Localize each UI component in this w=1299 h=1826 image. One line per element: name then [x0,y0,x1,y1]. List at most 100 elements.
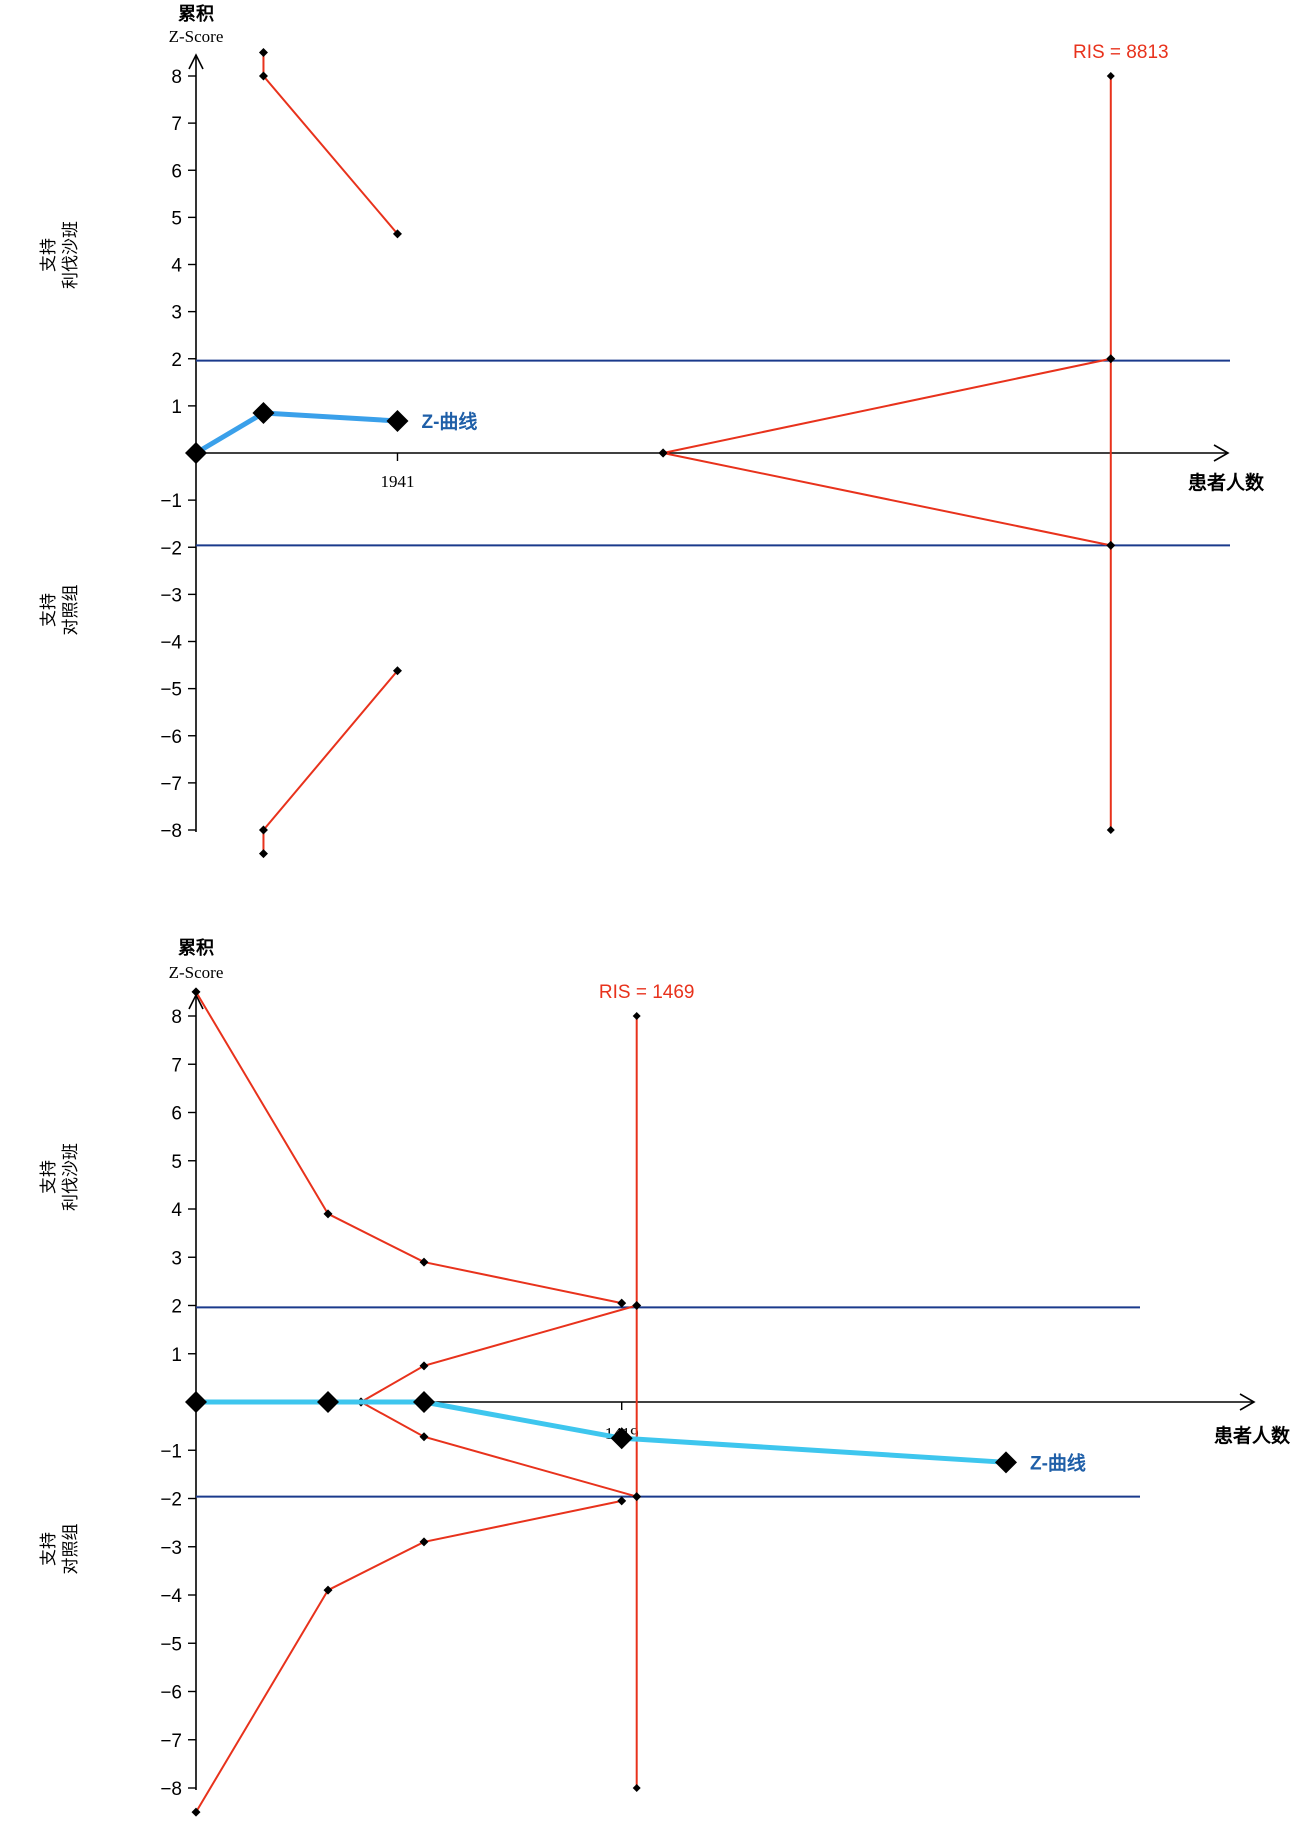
z-curve-label: Z-曲线 [1030,1451,1086,1474]
monitoring-boundary-lower-point [258,825,268,835]
y-tick-label: −8 [160,821,182,842]
futility-boundary-upper-point [1106,354,1116,364]
y-tick-label: 6 [171,161,182,182]
y-tick-label: 6 [171,1104,182,1125]
monitoring-boundary-upper-point [258,71,268,81]
side-label-favours-rivaroxaban-line1: 支持 [39,238,58,272]
side-label-favours-rivaroxaban-line1: 支持 [39,1160,58,1194]
x-axis-label: 患者人数 [1214,1424,1291,1447]
side-label-favours-control-line1: 支持 [39,1532,58,1566]
z-curve-point [995,1451,1017,1474]
y-tick-label: 3 [171,1248,182,1269]
y-axis-arrow [188,53,204,70]
side-label-favours-rivaroxaban-line2: 利伐沙班 [61,1143,80,1211]
y-axis-subtitle: Z-Score [169,27,224,46]
z-curve-point [185,1391,207,1413]
side-label-favours-control-line1: 支持 [39,593,58,627]
y-tick-label: −2 [160,538,182,559]
y-tick-label: 7 [171,114,182,135]
futility-boundary-lower-point [632,1492,642,1502]
y-tick-label: −8 [160,1779,182,1800]
y-tick-label: −4 [160,633,182,654]
y-tick-label: −5 [160,1634,182,1655]
monitoring-boundary-lower-point [191,1807,201,1817]
y-tick-label: −7 [160,1731,182,1752]
monitoring-boundary-upper [195,991,622,1305]
monitoring-boundary-lower-point [419,1537,429,1547]
x-axis-arrow [1213,444,1230,462]
y-tick-label: 5 [171,1152,182,1173]
y-tick-label: −5 [160,680,182,701]
futility-boundary-upper-point [632,1301,642,1310]
y-tick-label: −3 [160,585,182,606]
z-curve [196,1399,1007,1465]
z-curve-point [610,1427,633,1450]
y-tick-label: −6 [160,727,182,748]
z-curve-label: Z-曲线 [421,410,477,433]
monitoring-boundary-lower-point [323,1585,333,1595]
ris-label: RIS = 1469 [599,982,695,1003]
monitoring-boundary-upper-point [419,1257,429,1267]
monitoring-boundary-upper-point [258,47,268,57]
y-tick-label: 5 [171,208,182,229]
y-tick-label: 2 [171,1297,182,1318]
y-tick-label: −4 [160,1586,182,1607]
futility-boundary-lower-point [658,448,668,458]
y-tick-label: 4 [171,1200,182,1221]
y-tick-label: 2 [171,350,182,371]
monitoring-boundary-lower-point [617,1496,627,1506]
z-curve [194,410,398,456]
y-tick-label: −3 [160,1538,182,1559]
y-tick-label: 4 [171,256,182,277]
y-tick-label: 3 [171,303,182,324]
y-tick-label: 1 [171,397,182,418]
side-label-favours-rivaroxaban: 支持 利伐沙班 [39,1143,80,1211]
ris-line-top-marker [1106,72,1115,80]
ris-label: RIS = 8813 [1073,42,1169,63]
side-label-favours-control: 支持 对照组 [39,1524,80,1575]
y-tick-label: 8 [171,1007,182,1028]
monitoring-boundary-upper-point [617,1298,627,1308]
monitoring-boundary-upper-point [191,987,201,997]
y-tick-label: −1 [160,1441,182,1462]
y-tick-label: −2 [160,1490,182,1511]
monitoring-boundary-lower-point [258,849,268,859]
futility-boundary-upper [360,1304,637,1403]
x-axis-label: 患者人数 [1188,471,1265,494]
monitoring-boundary-lower-point [392,666,402,676]
y-tick-label: −6 [160,1683,182,1704]
ris-line-bottom-marker [632,1784,641,1792]
monitoring-boundary-upper-point [392,229,402,239]
futility-boundary-upper-point [419,1361,429,1371]
monitoring-boundary-upper [262,52,399,235]
ris-line-bottom-marker [1106,826,1115,834]
y-tick-label: −7 [160,774,182,795]
x-axis-arrow [1239,1393,1256,1411]
z-curve-point [386,409,409,432]
y-tick-label: 1 [171,1345,182,1366]
ris-line-top-marker [632,1012,641,1020]
futility-boundary-lower-point [1106,540,1116,550]
y-tick-label: 8 [171,67,182,88]
z-curve-point [185,442,207,464]
z-curve-point [413,1391,435,1413]
monitoring-boundary-lower [262,670,399,854]
futility-boundary-lower [662,452,1111,547]
futility-boundary-lower-point [419,1432,429,1442]
side-label-favours-rivaroxaban: 支持 利伐沙班 [39,221,80,289]
futility-boundary-upper [662,357,1111,454]
side-label-favours-control-line2: 对照组 [61,1524,80,1575]
y-axis-title: 累积 [178,4,214,24]
side-label-favours-control-line2: 对照组 [61,585,80,636]
side-label-favours-rivaroxaban-line2: 利伐沙班 [61,221,80,289]
y-axis-title: 累积 [178,938,214,958]
y-tick-label: 7 [171,1055,182,1076]
y-axis-subtitle: Z-Score [169,963,224,982]
z-curve-point [317,1391,339,1413]
z-curve-point [252,401,275,424]
side-label-favours-control: 支持 对照组 [39,585,80,636]
x-tick-label: 1941 [380,472,414,491]
